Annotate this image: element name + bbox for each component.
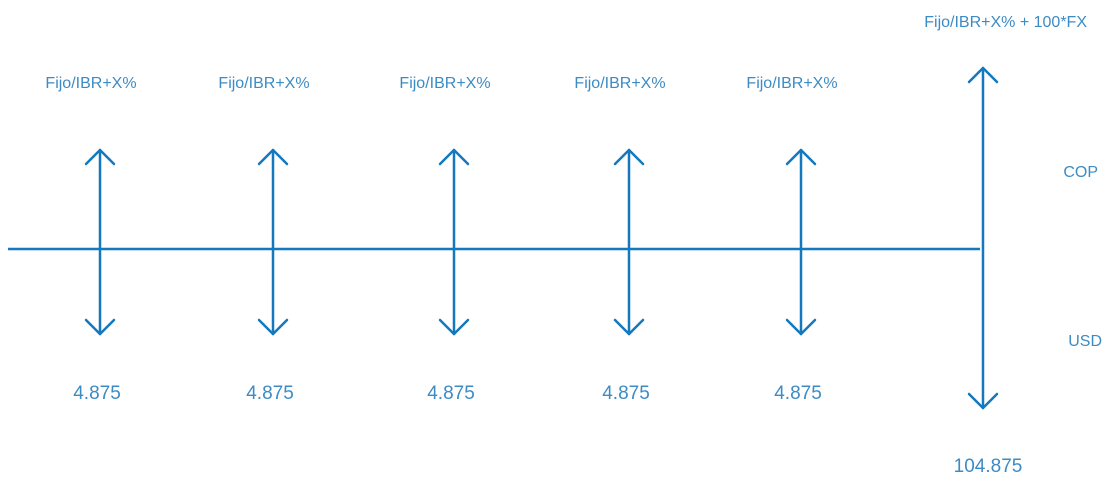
final-flow-arrow-up-head xyxy=(967,66,999,84)
flow-bottom-label: 4.875 xyxy=(427,383,475,404)
flow-3-arrow-down-head xyxy=(438,318,470,336)
flow-top-label: Fijo/IBR+X% xyxy=(399,75,490,92)
flow-top-label: Fijo/IBR+X% xyxy=(45,75,136,92)
flow-3-arrow-up-head xyxy=(438,148,470,166)
flow-bottom-label: 4.875 xyxy=(246,383,294,404)
flow-4-arrow-up-head xyxy=(613,148,645,166)
flow-4: Fijo/IBR+X% 4.875 xyxy=(574,75,665,404)
final-top-label: Fijo/IBR+X% + 100*FX xyxy=(924,14,1087,31)
flow-top-label: Fijo/IBR+X% xyxy=(574,75,665,92)
flow-5-arrow-up-head xyxy=(785,148,817,166)
flow-top-label: Fijo/IBR+X% xyxy=(218,75,309,92)
flow-1-arrow-down-head xyxy=(84,318,116,336)
flow-bottom-label: 4.875 xyxy=(774,383,822,404)
flow-top-label: Fijo/IBR+X% xyxy=(746,75,837,92)
flow-1-arrow-up-head xyxy=(84,148,116,166)
flow-bottom-label: 4.875 xyxy=(73,383,121,404)
flow-3: Fijo/IBR+X% 4.875 xyxy=(399,75,490,404)
legend-cop: COP xyxy=(1063,164,1098,181)
flow-5-arrow-down-head xyxy=(785,318,817,336)
flow-2-arrow-up-head xyxy=(257,148,289,166)
flow-arrows: Fijo/IBR+X%4.875Fijo/IBR+X%4.875Fijo/IBR… xyxy=(45,66,999,410)
flow-2: Fijo/IBR+X% 4.875 xyxy=(218,75,309,404)
flow-bottom-label: 4.875 xyxy=(602,383,650,404)
final-flow-arrow-down-head xyxy=(967,392,999,410)
flow-1: Fijo/IBR+X% 4.875 xyxy=(45,75,136,404)
legend-usd: USD xyxy=(1068,333,1102,350)
flow-2-arrow-down-head xyxy=(257,318,289,336)
flow-4-arrow-down-head xyxy=(613,318,645,336)
final-flow xyxy=(967,66,999,410)
flow-5: Fijo/IBR+X% 4.875 xyxy=(746,75,837,404)
final-bottom-label: 104.875 xyxy=(954,456,1023,477)
